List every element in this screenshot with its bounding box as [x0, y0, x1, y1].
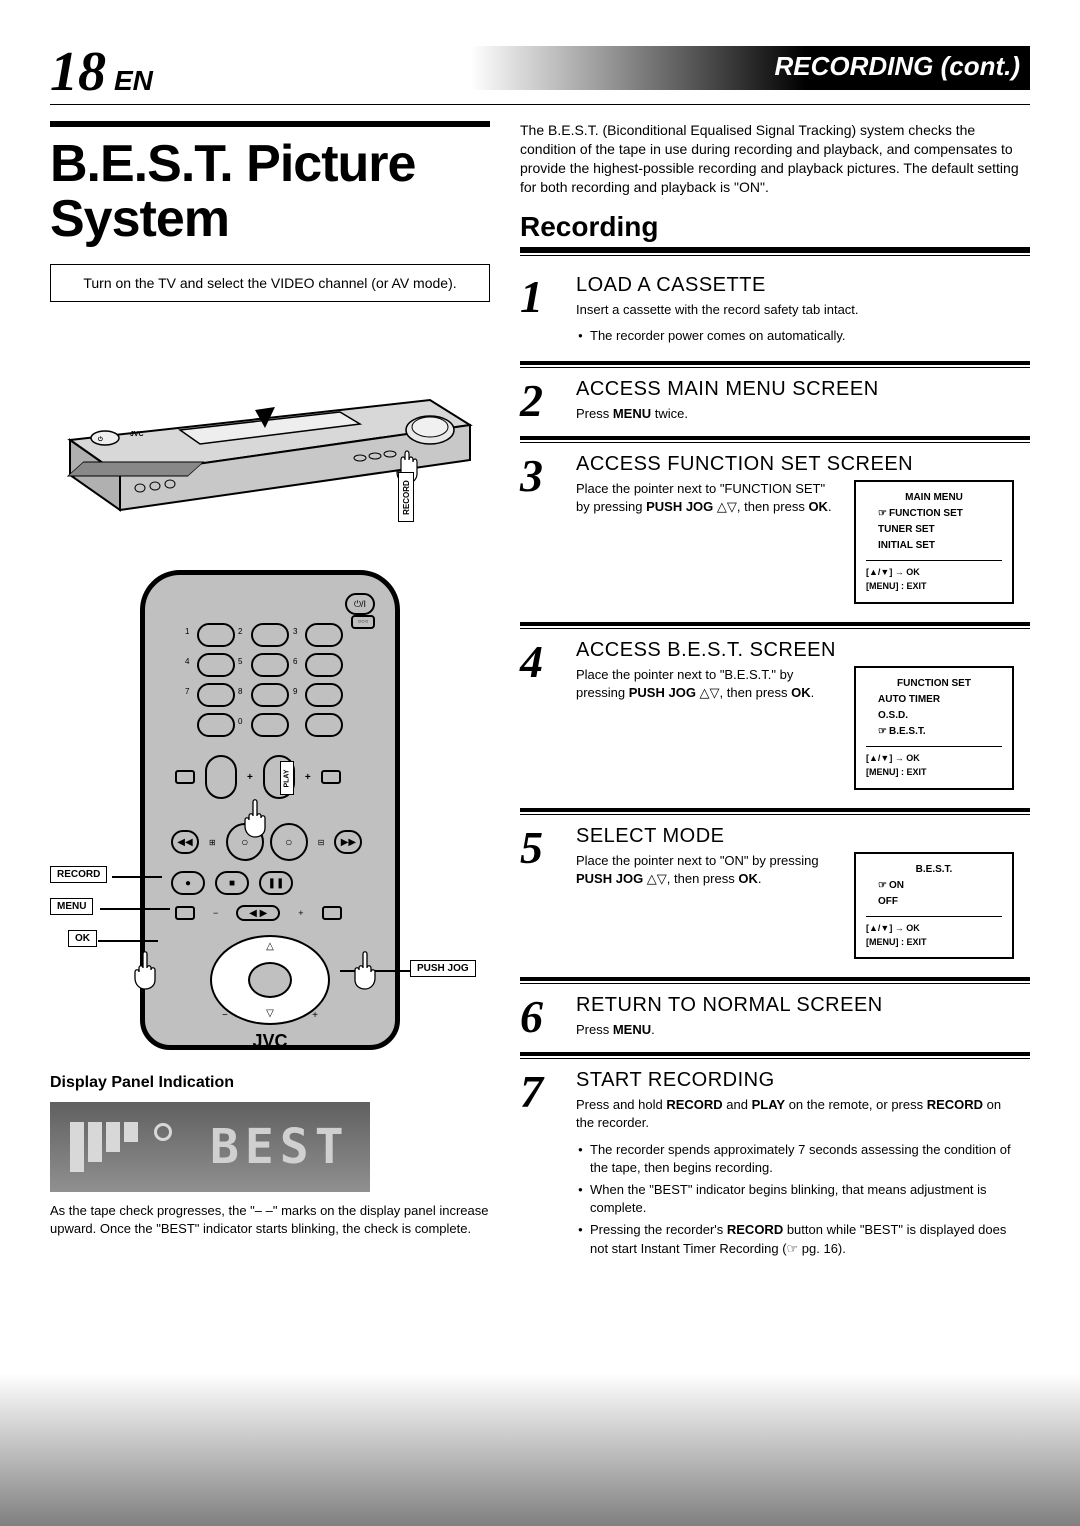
- bullet-item: The recorder power comes on automaticall…: [578, 327, 1014, 345]
- intro-instruction-box: Turn on the TV and select the VIDEO chan…: [50, 264, 490, 302]
- step-bullets: The recorder spends approximately 7 seco…: [576, 1141, 1014, 1258]
- numpad: [197, 623, 343, 737]
- step-number: 7: [520, 1069, 560, 1115]
- ok-button-icon: [248, 962, 292, 998]
- level-bars: [70, 1122, 138, 1172]
- step-number: 1: [520, 274, 560, 320]
- step: 5 SELECT MODE B.E.S.T.ONOFF[▲/▼] → OK[MENU…: [520, 825, 1030, 966]
- bullet-item: Pressing the recorder's RECORD button wh…: [578, 1221, 1014, 1257]
- callout-pushjog: PUSH JOG: [410, 960, 476, 977]
- numpad-button: [251, 653, 289, 677]
- bullet-item: When the "BEST" indicator begins blinkin…: [578, 1181, 1014, 1217]
- section-header: RECORDING (cont.): [193, 46, 1030, 90]
- step-number: 2: [520, 378, 560, 424]
- step: 7 START RECORDING Press and hold RECORD an…: [520, 1069, 1030, 1262]
- display-panel-title: Display Panel Indication: [50, 1074, 490, 1092]
- callout-record: RECORD: [50, 866, 107, 883]
- vcr-illustration: ⏻ JVC RECORD: [50, 330, 490, 530]
- hand-icon: [350, 950, 380, 990]
- pause-icon: ❚❚: [259, 871, 293, 895]
- section-header-text: RECORDING (cont.): [774, 51, 1020, 82]
- rew-icon: ◀◀: [171, 830, 199, 854]
- numpad-button: [197, 653, 235, 677]
- segment-text: BEST: [210, 1119, 350, 1175]
- mode-icon: [321, 770, 341, 784]
- ff-icon: ▶▶: [334, 830, 362, 854]
- step-text: Insert a cassette with the record safety…: [576, 301, 1014, 319]
- page-title: B.E.S.T. Picture System: [50, 137, 490, 246]
- indicator-circle-icon: [154, 1123, 172, 1141]
- system-description: The B.E.S.T. (Biconditional Equalised Si…: [520, 121, 1030, 197]
- play-label: PLAY: [280, 761, 294, 795]
- numpad-button: [305, 623, 343, 647]
- step-number: 6: [520, 994, 560, 1040]
- onscreen-menu: FUNCTION SETAUTO TIMERO.S.D.B.E.S.T.[▲/▼…: [854, 666, 1014, 790]
- vcr-record-callout: RECORD: [398, 472, 414, 522]
- vcr-brand: JVC: [130, 431, 144, 438]
- step-title: LOAD A CASSETTE: [576, 274, 1014, 297]
- step-title: RETURN TO NORMAL SCREEN: [576, 994, 1014, 1017]
- step: 4 ACCESS B.E.S.T. SCREEN FUNCTION SETAUTO …: [520, 639, 1030, 796]
- step-number: 3: [520, 453, 560, 499]
- step-text: Press and hold RECORD and PLAY on the re…: [576, 1096, 1014, 1132]
- numpad-button: [251, 623, 289, 647]
- page-num-value: 18: [50, 40, 106, 104]
- step: 3 ACCESS FUNCTION SET SCREEN MAIN MENUFUNC…: [520, 453, 1030, 610]
- numpad-button: [251, 683, 289, 707]
- step-number: 4: [520, 639, 560, 685]
- display-panel-caption: As the tape check progresses, the "– –" …: [50, 1202, 490, 1238]
- step-title: SELECT MODE: [576, 825, 1014, 848]
- remote-brand: JVC: [252, 1031, 287, 1052]
- page-number: 18 EN: [50, 40, 153, 104]
- callout-ok: OK: [68, 930, 97, 947]
- step-number: 5: [520, 825, 560, 871]
- step-title: ACCESS B.E.S.T. SCREEN: [576, 639, 1014, 662]
- numpad-button: [305, 713, 343, 737]
- stop-icon: ■: [215, 871, 249, 895]
- play-icon-2: ○: [270, 823, 308, 861]
- onscreen-menu: B.E.S.T.ONOFF[▲/▼] → OK[MENU] : EXIT: [854, 852, 1014, 960]
- numpad-button: [197, 713, 235, 737]
- onscreen-menu: MAIN MENUFUNCTION SETTUNER SETINITIAL SE…: [854, 480, 1014, 604]
- step: 1 LOAD A CASSETTE Insert a cassette with t…: [520, 274, 1030, 349]
- func-icon: [322, 906, 342, 920]
- numpad-button: [197, 623, 235, 647]
- bullet-item: The recorder spends approximately 7 seco…: [578, 1141, 1014, 1177]
- numpad-button: [305, 653, 343, 677]
- header-rule: [50, 104, 1030, 105]
- jog-ring: △ ▽ − +: [210, 935, 330, 1025]
- step: 2 ACCESS MAIN MENU SCREEN Press MENU twice…: [520, 378, 1030, 424]
- step-text: Press MENU.: [576, 1021, 1014, 1039]
- step-title: ACCESS MAIN MENU SCREEN: [576, 378, 1014, 401]
- step-title: ACCESS FUNCTION SET SCREEN: [576, 453, 1014, 476]
- hand-icon: [130, 950, 160, 990]
- func-button: ◀ ▶: [236, 905, 280, 921]
- step-bullets: The recorder power comes on automaticall…: [576, 327, 1014, 345]
- func-icon: [175, 906, 195, 920]
- numpad-button: [251, 713, 289, 737]
- recording-heading: Recording: [520, 211, 1030, 243]
- step: 6 RETURN TO NORMAL SCREEN Press MENU.: [520, 994, 1030, 1040]
- hand-icon: [240, 798, 270, 838]
- callout-menu: MENU: [50, 898, 93, 915]
- remote-illustration: ⏻/I ○○○ 1 2 3 4 5 6 7 8 9 0: [50, 570, 490, 1050]
- mode-icon: [175, 770, 195, 784]
- numpad-button: [305, 683, 343, 707]
- rocker-button: [205, 755, 237, 799]
- power-icon: ⏻/I: [345, 593, 375, 615]
- aux-icon: ○○○: [351, 615, 375, 629]
- record-icon: ●: [171, 871, 205, 895]
- step-title: START RECORDING: [576, 1069, 1014, 1092]
- display-panel: BEST: [50, 1102, 370, 1192]
- numpad-button: [197, 683, 235, 707]
- lang-code: EN: [114, 65, 153, 97]
- step-text: Press MENU twice.: [576, 405, 1014, 423]
- title-rule: [50, 121, 490, 127]
- svg-text:⏻: ⏻: [98, 436, 103, 443]
